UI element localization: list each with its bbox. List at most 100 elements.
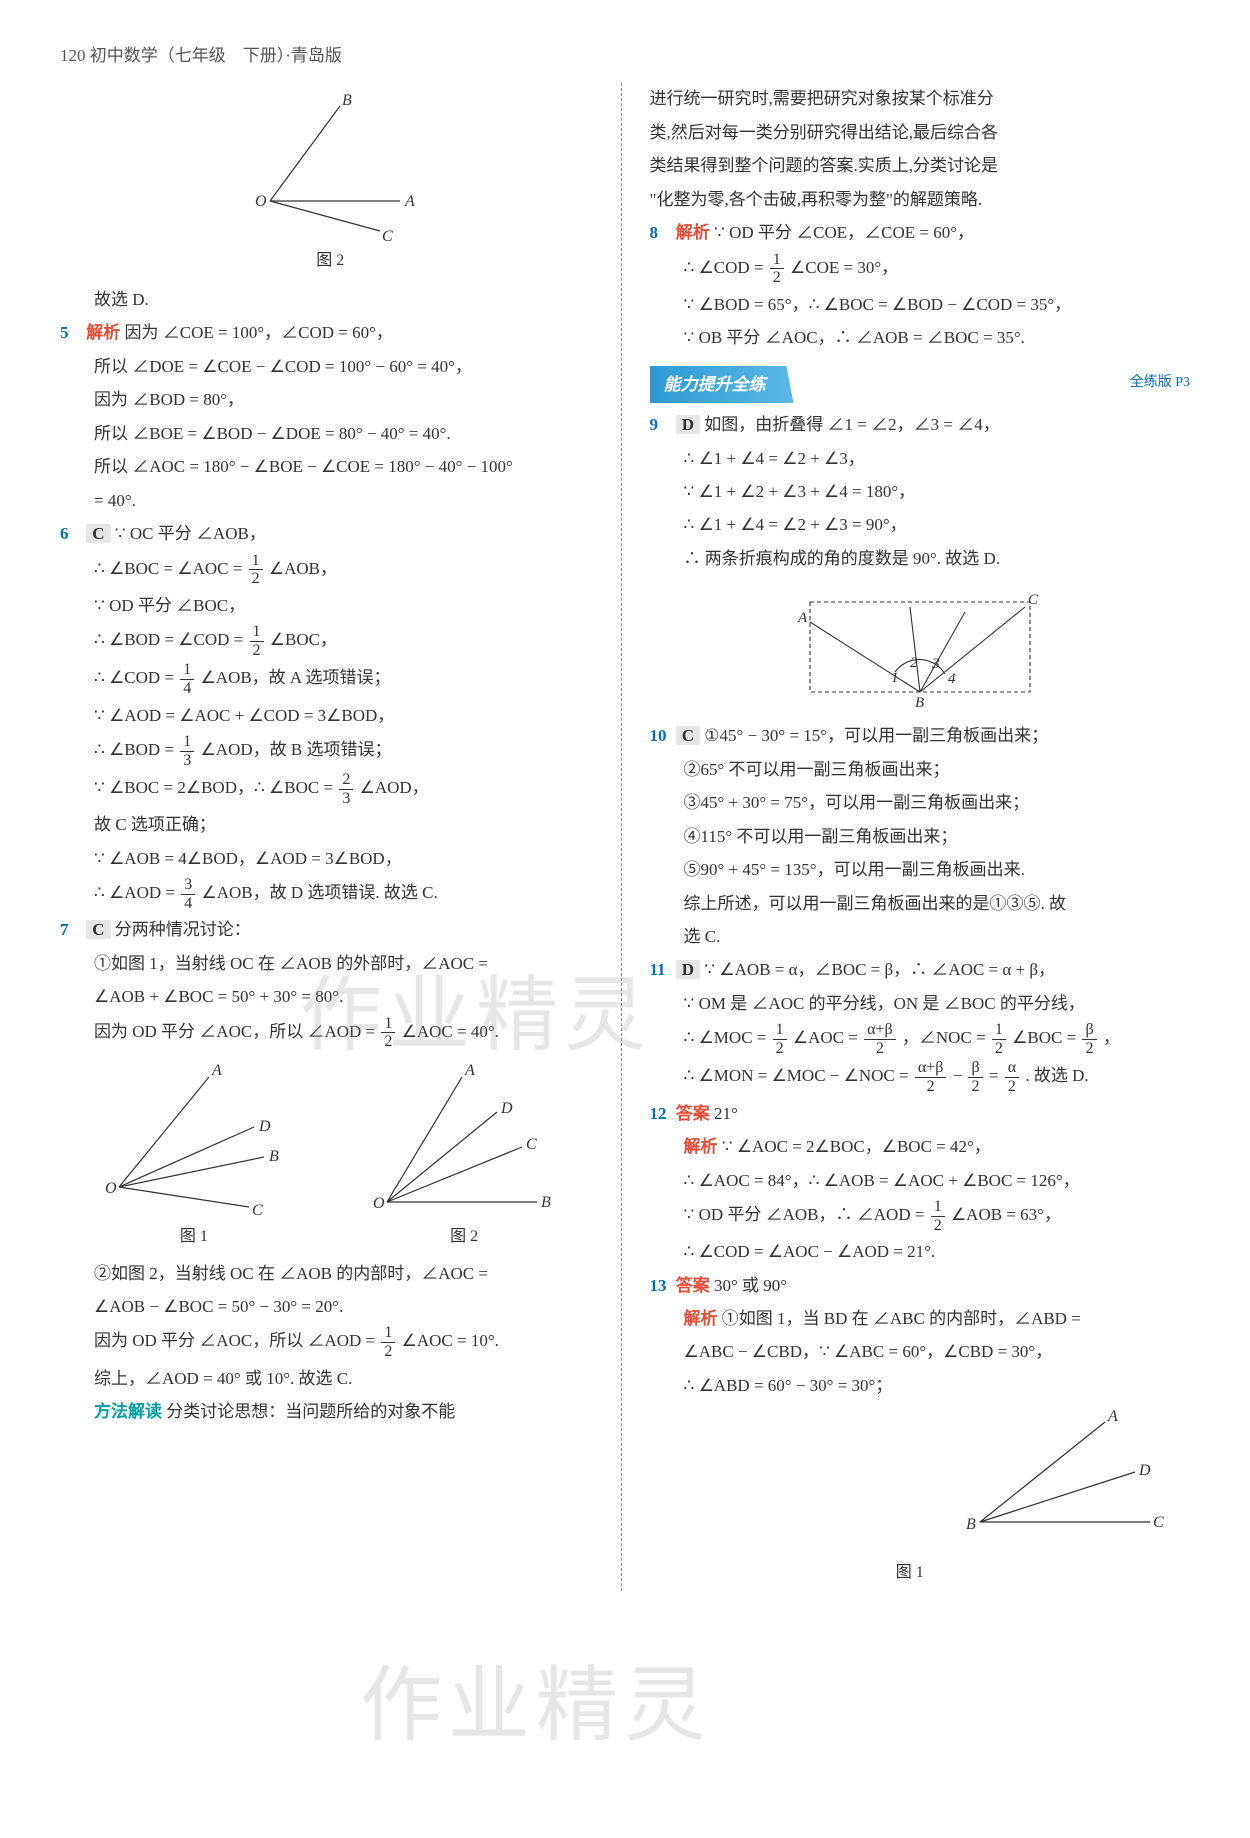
q7-method: 方法解读 分类讨论思想：当问题所给的对象不能 <box>60 1396 601 1427</box>
frac-d: 2 <box>381 1343 395 1361</box>
q13-row: 13 答案 30° 或 90° <box>650 1270 1191 1301</box>
q9-answer: D <box>676 415 700 434</box>
intro-l4: "化整为零,各个击破,再积零为整"的解题策略. <box>650 184 1191 215</box>
q6-answer: C <box>86 524 110 543</box>
q6-l7: ∴ ∠BOD = 13 ∠AOD，故 B 选项错误； <box>60 733 601 769</box>
frac-n: 1 <box>180 661 194 680</box>
q12-row: 12 答案 21° <box>650 1098 1191 1129</box>
label-C: C <box>526 1136 537 1153</box>
q7-fig1-caption: 图 1 <box>99 1222 289 1252</box>
q7-fig2-caption: 图 2 <box>367 1222 562 1252</box>
q11-l4a: ∴ ∠MON = ∠MOC − ∠NOC = <box>684 1066 913 1085</box>
q6-l7a: ∴ ∠BOD = <box>94 740 178 759</box>
q10-number: 10 <box>650 720 672 751</box>
q7-figure-1: O A D B C <box>99 1057 289 1222</box>
frac-n: 1 <box>931 1198 945 1217</box>
frac-d: 2 <box>864 1040 896 1058</box>
q6-l7b: ∠AOD，故 B 选项错误； <box>201 740 392 759</box>
q5-label: 解析 <box>86 323 120 342</box>
q13-l2: ∠ABC − ∠CBD，∵ ∠ABC = 60°，∠CBD = 30°， <box>650 1336 1191 1367</box>
section-page-ref: 全练版 P3 <box>1130 370 1190 396</box>
q12-l2: ∴ ∠AOC = 84°，∴ ∠AOB = ∠AOC + ∠BOC = 126°… <box>650 1165 1191 1196</box>
q9-l3: ∵ ∠1 + ∠2 + ∠3 + ∠4 = 180°， <box>650 476 1191 507</box>
label-O: O <box>373 1195 385 1212</box>
q6-l4b: ∠BOC， <box>270 630 337 649</box>
left-column: O A B C 图 2 故选 D. 5 解析 因为 ∠COE = 100°，∠C… <box>60 83 622 1591</box>
method-label: 方法解读 <box>94 1402 162 1421</box>
q13-label: 解析 <box>684 1309 718 1328</box>
q8-l4: ∵ OB 平分 ∠AOC，∴ ∠AOB = ∠BOC = 35°. <box>650 322 1191 353</box>
q11-l3a: ∴ ∠MOC = <box>684 1028 771 1047</box>
q6-l4a: ∴ ∠BOD = ∠COD = <box>94 630 248 649</box>
q8-l3: ∵ ∠BOD = 65°，∴ ∠BOC = ∠BOD − ∠COD = 35°， <box>650 289 1191 320</box>
intro-l3: 类结果得到整个问题的答案.实质上,分类讨论是 <box>650 150 1191 181</box>
q13-fig1-caption: 图 1 <box>650 1558 1171 1588</box>
q10-l5: ⑤90° + 45° = 135°，可以用一副三角板画出来. <box>650 854 1191 885</box>
right-column: 进行统一研究时,需要把研究对象按某个标准分 类,然后对每一类分别研究得出结论,最… <box>646 83 1191 1591</box>
label-A: A <box>211 1062 222 1079</box>
q6-l8a: ∵ ∠BOC = 2∠BOD，∴ ∠BOC = <box>94 778 337 797</box>
frac-n: 1 <box>992 1021 1006 1040</box>
q7-l3: ∠AOB + ∠BOC = 50° + 30° = 80°. <box>60 981 601 1012</box>
q11-l3e: ， <box>1103 1028 1120 1047</box>
q6-number: 6 <box>60 518 82 549</box>
frac-d: 2 <box>773 1040 787 1058</box>
q12-l4: ∴ ∠COD = ∠AOC − ∠AOD = 21°. <box>650 1236 1191 1267</box>
frac-n: β <box>968 1059 982 1078</box>
intro-l1: 进行统一研究时,需要把研究对象按某个标准分 <box>650 83 1191 114</box>
q5-l1: 因为 ∠COE = 100°，∠COD = 60°， <box>125 323 393 342</box>
frac-n: 1 <box>249 552 263 571</box>
q13-figure: B A D C 图 1 <box>650 1407 1171 1587</box>
label-D: D <box>258 1118 271 1135</box>
q13-ans-label: 答案 <box>676 1276 710 1295</box>
q10-l2: ②65° 不可以用一副三角板画出来； <box>650 754 1191 785</box>
label-A: A <box>1107 1408 1118 1425</box>
label-B: B <box>541 1194 551 1211</box>
q9-l4: ∴ ∠1 + ∠4 = ∠2 + ∠3 = 90°， <box>650 509 1191 540</box>
label-O: O <box>105 1180 117 1197</box>
frac-n: α+β <box>915 1059 947 1078</box>
angle-diagram-top: O A B C <box>230 91 430 246</box>
q12-l3: ∵ OD 平分 ∠AOB，∴ ∠AOD = 12 ∠AOB = 63°， <box>650 1198 1191 1234</box>
frac-d: 2 <box>250 642 264 660</box>
q8-l2a: ∴ ∠COD = <box>684 258 768 277</box>
frac-n: α+β <box>864 1021 896 1040</box>
q10-l1: ①45° − 30° = 15°，可以用一副三角板画出来； <box>704 726 1048 745</box>
frac-n: 1 <box>773 1021 787 1040</box>
q9-figure: A C B 1 2 3 4 <box>650 582 1191 712</box>
label-B: B <box>915 695 924 711</box>
q11-l3c: ，∠NOC = <box>902 1028 990 1047</box>
label-D: D <box>500 1100 513 1117</box>
q7-l4a: 因为 OD 平分 ∠AOC，所以 ∠AOD = <box>94 1022 379 1041</box>
q7-l1: 分两种情况讨论： <box>115 920 251 939</box>
label-A: A <box>797 610 808 626</box>
q6-l8b: ∠AOD， <box>360 778 429 797</box>
q6-l2a: ∴ ∠BOC = ∠AOC = <box>94 559 247 578</box>
q5-l6: = 40°. <box>60 485 601 516</box>
q6-l2: ∴ ∠BOC = ∠AOC = 12 ∠AOB， <box>60 552 601 588</box>
q10-answer: C <box>676 726 700 745</box>
label-B: B <box>269 1148 279 1165</box>
q7-l2: ①如图 1，当射线 OC 在 ∠AOB 的外部时，∠AOC = <box>60 948 601 979</box>
q11-l4: ∴ ∠MON = ∠MOC − ∠NOC = α+β2 − β2 = α2 . … <box>650 1059 1191 1095</box>
q6-l3: ∵ OD 平分 ∠BOC， <box>60 590 601 621</box>
figure-2-caption: 图 2 <box>60 246 601 276</box>
q10-l4: ④115° 不可以用一副三角板画出来； <box>650 821 1191 852</box>
figure-2-top: O A B C 图 2 <box>60 91 601 276</box>
q5-l4: 所以 ∠BOE = ∠BOD − ∠DOE = 80° − 40° = 40°. <box>60 418 601 449</box>
section-header: 能力提升全练 <box>650 366 794 403</box>
q7-l7a: 因为 OD 平分 ∠AOC，所以 ∠AOD = <box>94 1331 379 1350</box>
q11-l4b: − <box>953 1066 967 1085</box>
frac-d: 2 <box>381 1033 395 1051</box>
q9-l5: ∴ 两条折痕构成的角的度数是 90°. 故选 D. <box>650 543 1191 574</box>
label-C: C <box>252 1202 263 1219</box>
label-A: A <box>404 193 415 210</box>
frac-d: 2 <box>1005 1078 1019 1096</box>
frac-n: 1 <box>381 1015 395 1034</box>
q9-number: 9 <box>650 409 672 440</box>
q7-row: 7 C 分两种情况讨论： <box>60 914 601 945</box>
frac-n: 2 <box>339 771 353 790</box>
q7-l6: ∠AOB − ∠BOC = 50° − 30° = 20°. <box>60 1291 601 1322</box>
angle-4: 4 <box>948 671 956 687</box>
angle-2: 2 <box>910 655 918 671</box>
